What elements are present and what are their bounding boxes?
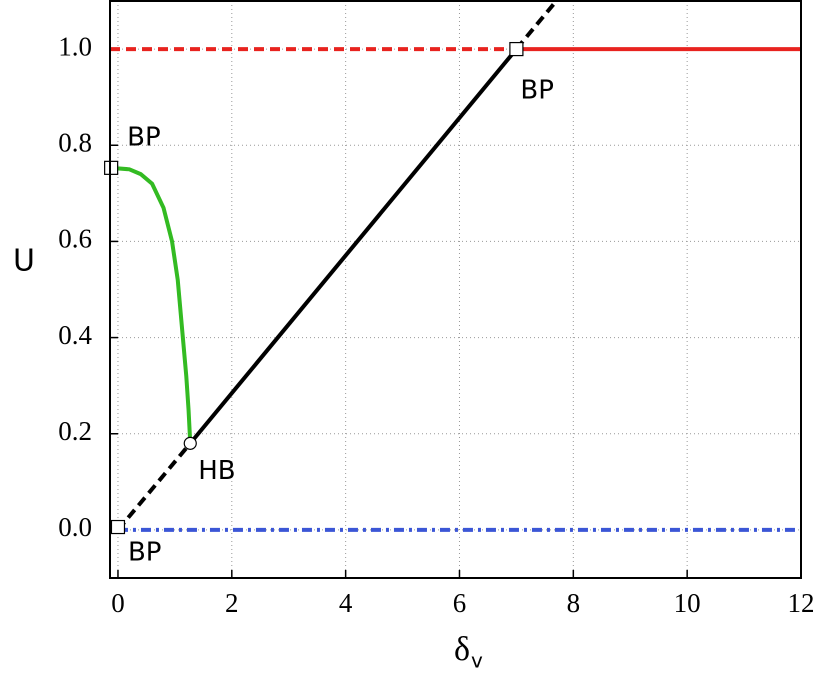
y-tick-label: 1.0 [58,31,92,61]
series-line [188,47,518,445]
series-line [116,442,192,532]
point-marker [183,436,197,450]
x-tick-label: 4 [339,588,353,618]
series-line [110,165,193,444]
x-axis-label-subscript: v [471,649,483,673]
point-marker [110,519,126,535]
y-tick-label: 0.8 [58,127,92,157]
y-tick-label: 0.0 [58,512,92,542]
point-label: HB [198,456,235,486]
y-axis-label: U [13,244,35,279]
y-tick-label: 0.6 [58,224,92,254]
x-tick-label: 0 [111,588,125,618]
point-label: BP [127,122,161,152]
series-line [514,0,558,51]
x-axis-label: δ [454,631,470,668]
x-tick-label: 2 [225,588,239,618]
y-tick-label: 0.2 [58,416,92,446]
point-label: BP [128,538,162,568]
x-tick-label: 12 [788,588,815,618]
x-tick-label: 6 [453,588,467,618]
point-label: BP [520,76,554,106]
plot-frame [109,0,802,579]
point-marker [509,41,524,57]
x-tick-label: 8 [567,588,581,618]
x-tick-label: 10 [674,588,701,618]
y-tick-label: 0.4 [58,320,92,350]
point-marker [104,160,119,175]
